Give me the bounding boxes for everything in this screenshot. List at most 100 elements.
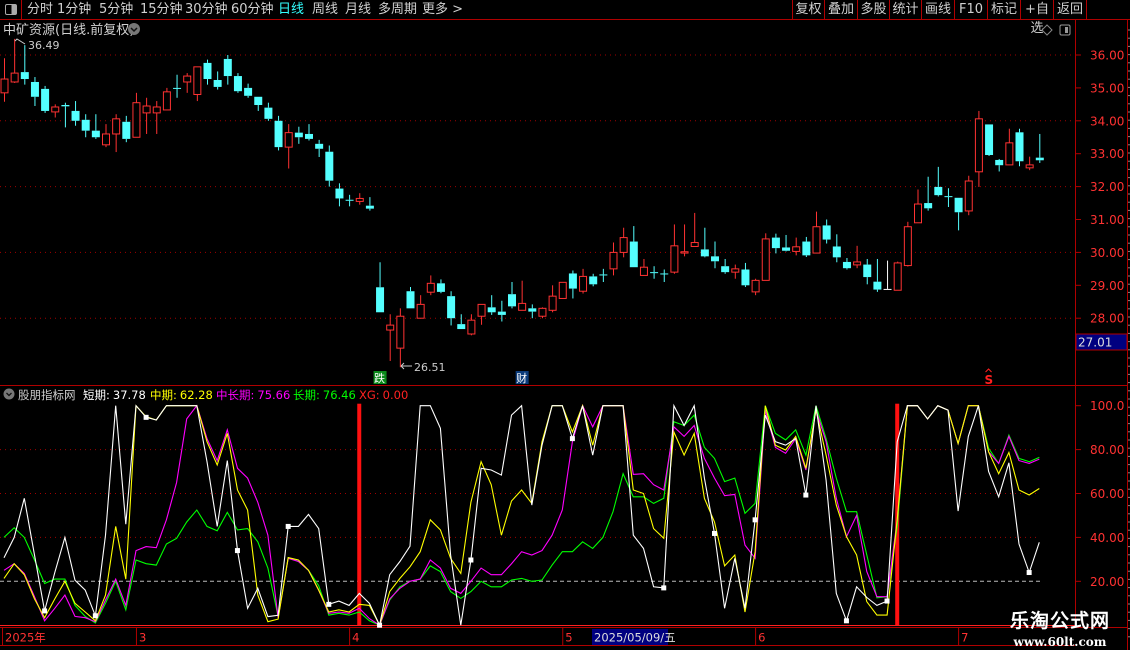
candle <box>822 219 831 244</box>
candle-body <box>436 283 445 292</box>
price-axis-label: 33.00 <box>1090 147 1124 161</box>
short-term-marker <box>843 618 849 624</box>
high-price-label: 36.49 <box>28 39 60 52</box>
mark-button[interactable]: 标记 <box>987 0 1020 19</box>
candle-body <box>802 241 811 256</box>
period-tab-daily[interactable]: 日线 <box>278 2 305 17</box>
period-tab-multi[interactable]: 多周期 <box>378 2 418 17</box>
legend-long-label: 长期: <box>293 388 320 402</box>
candle-body <box>863 264 872 278</box>
candle-body <box>812 226 821 254</box>
candle <box>426 275 435 296</box>
candle <box>477 303 486 325</box>
candle-body <box>518 302 527 311</box>
candle <box>954 197 963 231</box>
candle-body <box>761 238 770 281</box>
candle <box>142 97 151 134</box>
candle-body <box>985 124 994 156</box>
candle <box>508 282 516 309</box>
candle-body <box>376 287 385 313</box>
candle-body <box>477 303 486 317</box>
svg-text:XG:0.00: XG: 0.00 <box>359 388 408 402</box>
candle <box>558 281 567 299</box>
svg-text:长期:76.46: 长期: 76.46 <box>293 388 356 402</box>
multi-stock-button[interactable]: 多股 <box>857 0 889 19</box>
legend-mid-label: 中期: <box>150 388 177 402</box>
period-tab-15min[interactable]: 15分钟 <box>140 2 183 17</box>
candle <box>213 71 222 90</box>
back-button[interactable]: 返回 <box>1053 0 1087 19</box>
watermark-url: www.60lt.com <box>1013 635 1107 649</box>
short-term-marker <box>234 548 240 554</box>
candle-body <box>41 88 50 111</box>
candle-body <box>751 279 760 293</box>
statistics-button[interactable]: 统计 <box>889 0 921 19</box>
candle <box>771 233 780 254</box>
period-tab-30min[interactable]: 30分钟 <box>185 2 228 17</box>
candle <box>457 314 466 330</box>
candle <box>497 300 506 322</box>
candle <box>660 269 669 283</box>
legend-midlong-value: 75.66 <box>257 388 290 402</box>
candle-body <box>548 295 557 311</box>
candle-body <box>660 273 669 275</box>
candle-body <box>974 118 983 173</box>
candle <box>0 58 9 102</box>
period-tab-1min[interactable]: 1分钟 <box>57 2 92 17</box>
period-tab-60min[interactable]: 60分钟 <box>231 2 274 17</box>
candle <box>325 145 334 187</box>
candle <box>193 66 202 102</box>
candle-body <box>61 105 70 107</box>
draw-line-button[interactable]: 画线 <box>921 0 954 19</box>
add-watchlist-button[interactable]: +自选 <box>1020 0 1053 36</box>
candle <box>112 114 121 153</box>
short-term-marker <box>752 517 758 523</box>
candle-body <box>619 237 628 253</box>
layout-toggle-icon[interactable] <box>0 0 22 19</box>
event-badge <box>515 371 529 384</box>
candle-body <box>91 130 100 138</box>
candle-body <box>842 261 851 269</box>
candle-body <box>102 133 110 146</box>
candle <box>721 258 730 274</box>
candle <box>924 176 933 211</box>
candle <box>61 102 70 128</box>
candle-body <box>1035 157 1044 161</box>
short-term-marker <box>1026 570 1032 576</box>
candle <box>152 101 161 134</box>
candle <box>365 197 374 211</box>
candle <box>416 295 425 319</box>
candle <box>711 241 719 269</box>
title-dropdown-icon[interactable] <box>128 23 140 35</box>
candle-body <box>1015 132 1024 162</box>
period-tab-monthly[interactable]: 月线 <box>345 2 372 17</box>
short-term-marker <box>326 601 332 607</box>
indicator-collapse-icon[interactable] <box>3 388 15 400</box>
candle-body <box>579 275 588 292</box>
overlay-button[interactable]: 叠加 <box>824 0 857 19</box>
date-axis-label: 7 <box>961 631 968 645</box>
candle-body <box>264 107 273 119</box>
period-tab-weekly[interactable]: 周线 <box>312 2 339 17</box>
f10-button[interactable]: F10 <box>954 0 987 19</box>
candle <box>568 270 577 299</box>
candle-body <box>1025 164 1034 169</box>
period-tab-5min[interactable]: 5分钟 <box>99 2 134 17</box>
panel-toggle-icon[interactable] <box>1059 24 1071 36</box>
candle-body <box>152 106 161 114</box>
indicator-legend: 股朋指标网 短期: 37.78 中期: 62.28 中长期: 75.66 长期: 76.… <box>3 388 408 402</box>
candle-body <box>274 120 283 148</box>
legend-short-label: 短期: <box>83 388 110 402</box>
candle <box>173 74 182 98</box>
period-tab-more[interactable]: 更多 > <box>422 2 464 17</box>
period-tab-fenshi[interactable]: 分时 <box>27 2 54 17</box>
candle-body <box>112 118 121 135</box>
candle-body <box>315 143 324 149</box>
series-line-yellow <box>3 403 1040 627</box>
date-axis: 2025年 3 4 5 6 7 <box>2 628 968 645</box>
diamond-icon[interactable] <box>1041 24 1053 36</box>
candle-body <box>832 246 841 258</box>
fuquan-button[interactable]: 复权 <box>792 0 824 19</box>
candle-body <box>1005 142 1014 166</box>
